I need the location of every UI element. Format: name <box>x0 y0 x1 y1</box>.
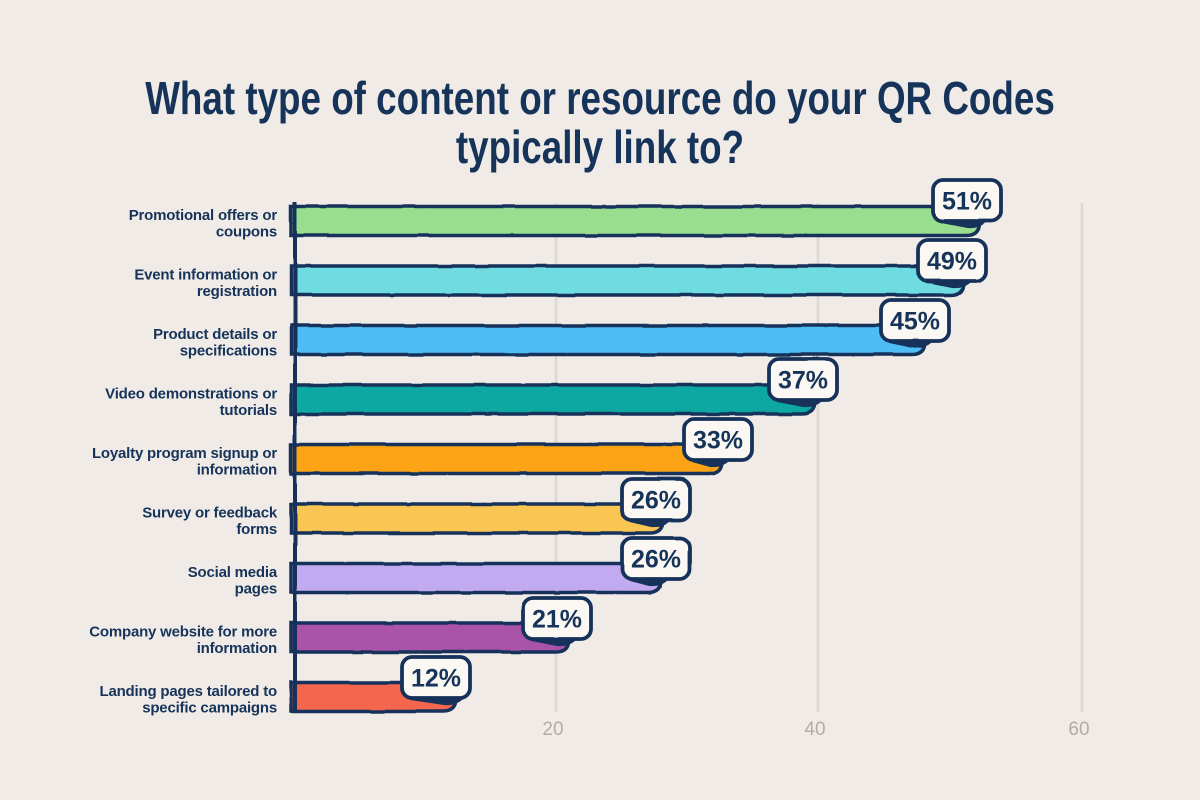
svg-text:21%: 21% <box>532 606 582 634</box>
svg-text:37%: 37% <box>778 367 828 395</box>
svg-text:information: information <box>197 640 277 657</box>
svg-text:Landing pages tailored to: Landing pages tailored to <box>99 683 277 700</box>
svg-text:typically link to?: typically link to? <box>456 121 744 173</box>
svg-text:Company website for more: Company website for more <box>89 624 277 641</box>
svg-text:specifications: specifications <box>180 342 277 359</box>
svg-text:12%: 12% <box>411 665 461 693</box>
svg-text:Survey or feedback: Survey or feedback <box>142 505 278 522</box>
svg-text:45%: 45% <box>890 308 940 336</box>
svg-text:Video demonstrations or: Video demonstrations or <box>105 385 277 402</box>
svg-text:26%: 26% <box>631 546 681 574</box>
svg-text:tutorials: tutorials <box>220 402 277 419</box>
svg-text:Social media: Social media <box>188 564 278 581</box>
svg-text:Product details or: Product details or <box>153 326 277 343</box>
svg-text:pages: pages <box>235 581 277 598</box>
svg-text:60: 60 <box>1068 719 1089 740</box>
svg-text:40: 40 <box>804 719 825 740</box>
svg-text:26%: 26% <box>631 487 681 515</box>
svg-text:51%: 51% <box>942 188 992 216</box>
svg-text:coupons: coupons <box>216 223 277 240</box>
svg-text:registration: registration <box>197 283 277 300</box>
svg-text:forms: forms <box>236 521 277 538</box>
svg-text:Promotional offers or: Promotional offers or <box>129 207 278 224</box>
svg-text:49%: 49% <box>927 248 977 276</box>
svg-text:Loyalty program signup or: Loyalty program signup or <box>92 445 277 462</box>
svg-text:What type of content or resour: What type of content or resource do your… <box>145 72 1055 124</box>
svg-text:33%: 33% <box>693 427 743 455</box>
svg-text:Event information or: Event information or <box>134 266 277 283</box>
svg-text:information: information <box>197 461 277 478</box>
svg-text:20: 20 <box>542 719 563 740</box>
svg-text:specific campaigns: specific campaigns <box>142 700 277 717</box>
